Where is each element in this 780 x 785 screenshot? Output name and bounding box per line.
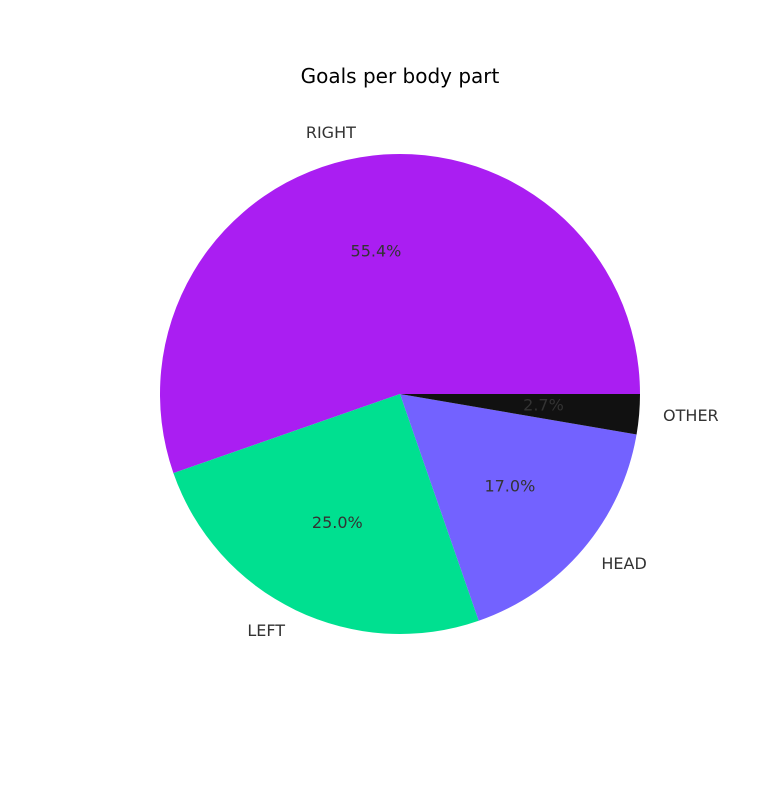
slice-percent-right: 55.4% [351,242,402,261]
slice-percent-head: 17.0% [484,477,535,496]
pie-slices [160,154,640,634]
pie-slice-left [173,394,479,634]
pie-slice-right [160,154,640,474]
slice-label-head: HEAD [601,554,646,573]
pie-labels: RIGHT 55.4% LEFT 25.0% HEAD 17.0% OTHER 2.7% [247,123,718,640]
pie-slice-head [400,394,637,621]
slice-percent-other: 2.7% [523,396,564,415]
slice-label-left: LEFT [247,621,285,640]
chart-title: Goals per body part [301,64,500,88]
slice-percent-left: 25.0% [312,513,363,532]
slice-label-right: RIGHT [306,123,356,142]
slice-label-other: OTHER [663,406,719,425]
pie-slice-other [400,394,640,435]
